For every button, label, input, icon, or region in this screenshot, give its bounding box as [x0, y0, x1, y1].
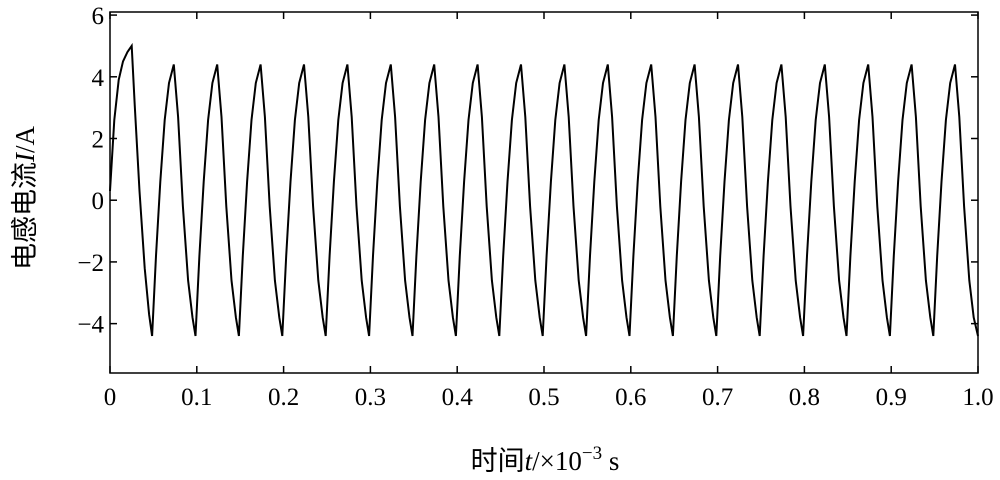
x-axis-label-sep: /×10 — [532, 446, 582, 476]
y-tick-label: 0 — [92, 188, 105, 215]
y-tick-label: −2 — [77, 250, 104, 277]
y-tick-label: −4 — [77, 312, 104, 339]
x-axis-label-exp: −3 — [582, 443, 602, 464]
x-tick-label: 0.9 — [876, 384, 907, 411]
x-tick-label: 0.1 — [181, 384, 212, 411]
x-axis-label-var: t — [525, 446, 534, 476]
x-tick-label: 1.0 — [962, 384, 993, 411]
x-tick-label: 0 — [104, 384, 117, 411]
current-waveform-line — [109, 42, 979, 337]
x-axis-label: 时间t/×10−3 s — [471, 443, 620, 477]
x-tick-label: 0.7 — [702, 384, 733, 411]
y-tick-label: 4 — [92, 65, 105, 92]
y-tick-label: 6 — [92, 3, 105, 30]
y-axis-ticks: −4 −2 0 2 4 6 — [77, 3, 978, 339]
x-axis-label-prefix: 时间 — [471, 446, 525, 477]
x-axis-ticks: 0 0.1 0.2 0.3 0.4 0.5 0.6 0.7 0.8 0.9 1.0 — [104, 12, 994, 411]
x-axis-label-unit: s — [602, 446, 619, 476]
y-axis-label-unit: /A — [10, 125, 40, 153]
x-tick-label: 0.2 — [268, 384, 299, 411]
y-axis-label-var: I — [10, 151, 40, 163]
x-tick-label: 0.8 — [789, 384, 820, 411]
x-tick-label: 0.6 — [615, 384, 646, 411]
x-tick-label: 0.3 — [355, 384, 386, 411]
x-tick-label: 0.4 — [442, 384, 474, 411]
y-tick-label: 2 — [92, 127, 105, 154]
x-tick-label: 0.5 — [528, 384, 559, 411]
y-axis-label: 电感电流I/A — [10, 125, 41, 270]
y-axis-label-prefix: 电感电流 — [10, 162, 41, 270]
